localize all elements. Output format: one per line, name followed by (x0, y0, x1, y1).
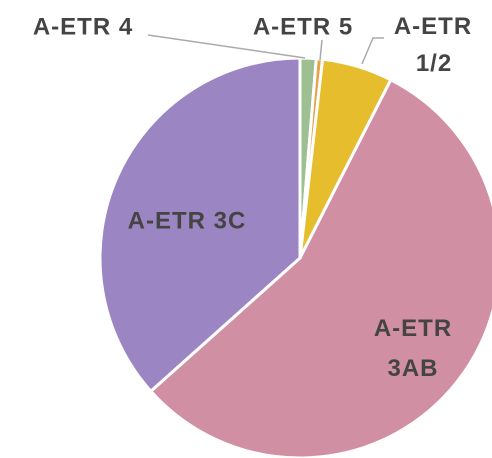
leader-line (319, 39, 323, 61)
slice-label: A-ETR 5 (253, 13, 353, 40)
pie-slice (98, 56, 302, 394)
pie-slice (148, 77, 492, 458)
slice-label: A-ETR 3C (128, 207, 247, 234)
leader-line (147, 34, 306, 59)
slice-label: A-ETR 4 (33, 13, 133, 40)
slice-label: A-ETR 3AB (374, 315, 452, 382)
slice-label: A-ETR 1/2 (394, 13, 472, 77)
leader-line (361, 37, 384, 65)
